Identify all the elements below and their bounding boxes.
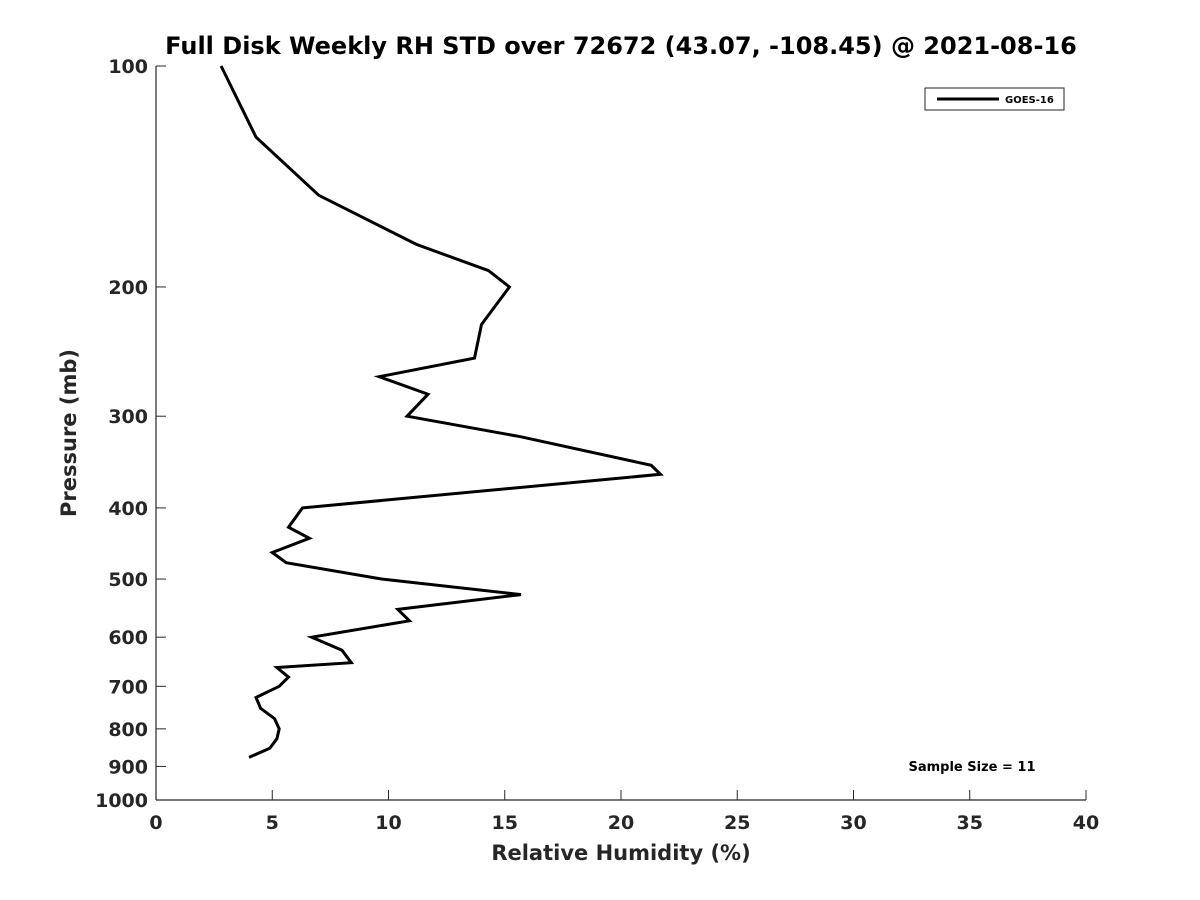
x-tick-label: 35 — [957, 812, 983, 834]
x-tick-label: 25 — [724, 812, 750, 834]
series-line-goes16 — [219, 65, 664, 759]
y-tick-label: 300 — [108, 406, 148, 428]
x-tick-label: 10 — [375, 812, 401, 834]
y-tick-label: 500 — [108, 569, 148, 591]
y-ticks: 100 200 300 400 500 600 700 800 900 1000 — [95, 56, 166, 812]
y-tick-label: 200 — [108, 277, 148, 299]
y-tick-label: 400 — [108, 498, 148, 520]
sample-size-annotation: Sample Size = 11 — [908, 760, 1035, 775]
y-axis-label: Pressure (mb) — [57, 349, 81, 517]
y-tick-label: 100 — [108, 56, 148, 78]
legend-label: GOES-16 — [1005, 95, 1054, 106]
x-axis-label: Relative Humidity (%) — [491, 841, 750, 865]
x-tick-label: 40 — [1073, 812, 1099, 834]
y-tick-label: 800 — [108, 719, 148, 741]
x-tick-label: 20 — [608, 812, 634, 834]
chart-title: Full Disk Weekly RH STD over 72672 (43.0… — [165, 32, 1077, 60]
x-tick-label: 5 — [266, 812, 279, 834]
y-tick-label: 700 — [108, 676, 148, 698]
y-tick-label: 600 — [108, 627, 148, 649]
y-tick-label: 900 — [108, 756, 148, 778]
x-tick-label: 0 — [149, 812, 162, 834]
x-tick-label: 30 — [840, 812, 866, 834]
x-ticks: 0 5 10 15 20 25 30 35 40 — [149, 790, 1099, 834]
y-tick-label: 1000 — [95, 790, 148, 812]
legend: GOES-16 — [924, 87, 1065, 111]
x-tick-label: 15 — [492, 812, 518, 834]
